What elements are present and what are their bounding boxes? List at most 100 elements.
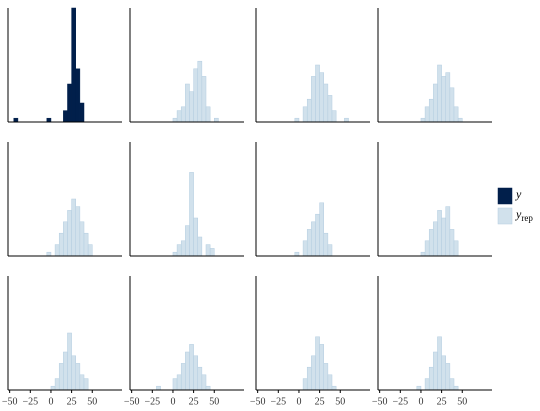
bar bbox=[437, 336, 442, 391]
bar bbox=[209, 248, 215, 257]
bar bbox=[201, 374, 207, 391]
x-tick-label: 50 bbox=[209, 396, 219, 407]
bar bbox=[201, 76, 207, 123]
bar bbox=[445, 363, 451, 391]
bar bbox=[306, 229, 312, 257]
bar bbox=[156, 385, 161, 391]
bar bbox=[50, 385, 56, 391]
bar bbox=[172, 378, 178, 391]
x-tick-label: −50 bbox=[2, 396, 18, 407]
bar bbox=[319, 72, 324, 123]
bar bbox=[441, 355, 446, 391]
bar bbox=[197, 60, 203, 123]
bar bbox=[75, 363, 81, 391]
bar bbox=[420, 117, 426, 123]
bar bbox=[331, 385, 337, 391]
panel bbox=[255, 142, 370, 257]
bar bbox=[457, 117, 463, 123]
x-tick-label: −25 bbox=[144, 396, 160, 407]
bar bbox=[71, 7, 76, 123]
x-tick-label: 50 bbox=[87, 396, 97, 407]
bar bbox=[193, 355, 198, 391]
bar bbox=[294, 117, 300, 123]
bar bbox=[433, 221, 438, 257]
bar bbox=[327, 95, 333, 123]
bar bbox=[67, 332, 72, 391]
bar bbox=[453, 240, 459, 257]
x-tick-label: −25 bbox=[392, 396, 408, 407]
panel: −50 −25 0 25 50 bbox=[250, 276, 370, 407]
bar bbox=[319, 202, 324, 257]
bar bbox=[323, 232, 329, 257]
bar bbox=[302, 106, 308, 123]
x-tick-label: 25 bbox=[67, 396, 77, 407]
bar bbox=[424, 106, 430, 123]
bar bbox=[189, 91, 194, 123]
bar bbox=[189, 172, 194, 257]
panel: −50 −25 0 25 50 bbox=[124, 276, 244, 407]
panel bbox=[129, 142, 244, 257]
bar bbox=[180, 363, 186, 391]
bar bbox=[83, 232, 89, 257]
x-tick-label: 25 bbox=[189, 396, 199, 407]
bar bbox=[424, 240, 430, 257]
bar bbox=[79, 221, 85, 257]
bar bbox=[433, 83, 438, 123]
bar bbox=[441, 76, 446, 123]
bar bbox=[63, 221, 68, 257]
bar bbox=[302, 378, 308, 391]
bar bbox=[424, 378, 430, 391]
bar bbox=[54, 244, 60, 257]
legend-swatch bbox=[497, 187, 513, 205]
panel bbox=[129, 8, 244, 123]
panel bbox=[7, 142, 122, 257]
x-tick-label: 25 bbox=[315, 396, 325, 407]
legend-label-main: y bbox=[515, 207, 522, 221]
bar bbox=[83, 378, 89, 391]
bar bbox=[193, 217, 198, 257]
x-tick-label: 0 bbox=[296, 396, 301, 407]
bar bbox=[185, 351, 190, 391]
bar bbox=[63, 110, 68, 123]
bar bbox=[449, 229, 455, 257]
x-tick-label: 0 bbox=[170, 396, 175, 407]
bar bbox=[428, 229, 434, 257]
bar bbox=[189, 344, 194, 391]
bar bbox=[75, 206, 81, 257]
bar bbox=[311, 355, 316, 391]
panel: −50 −25 0 25 50 bbox=[2, 276, 122, 407]
bar bbox=[176, 110, 182, 123]
bar bbox=[180, 240, 186, 257]
legend-label: y bbox=[515, 187, 522, 201]
bar bbox=[433, 351, 438, 391]
bar bbox=[172, 251, 178, 257]
bar bbox=[445, 72, 451, 123]
bar bbox=[197, 236, 203, 257]
bar bbox=[306, 98, 312, 123]
legend-label-subscript: rep bbox=[521, 213, 533, 223]
bar bbox=[87, 244, 93, 257]
bar bbox=[311, 221, 316, 257]
bar bbox=[176, 244, 182, 257]
bar bbox=[437, 64, 442, 123]
x-tick-label: 25 bbox=[437, 396, 447, 407]
bar bbox=[79, 102, 85, 123]
x-tick-label: 50 bbox=[335, 396, 345, 407]
bar bbox=[71, 355, 76, 391]
x-tick-label: −50 bbox=[250, 396, 266, 407]
panel bbox=[377, 8, 492, 123]
bar bbox=[315, 336, 320, 391]
panel bbox=[7, 7, 122, 123]
bar bbox=[331, 110, 337, 123]
bar bbox=[172, 117, 178, 123]
x-tick-label: 50 bbox=[457, 396, 467, 407]
bar bbox=[214, 117, 219, 123]
bar bbox=[79, 374, 85, 391]
bar bbox=[176, 374, 182, 391]
bar bbox=[46, 251, 52, 257]
bar bbox=[315, 64, 320, 123]
panel: −50 −25 0 25 50 bbox=[372, 276, 492, 407]
bar bbox=[428, 366, 434, 391]
bar bbox=[46, 117, 52, 123]
